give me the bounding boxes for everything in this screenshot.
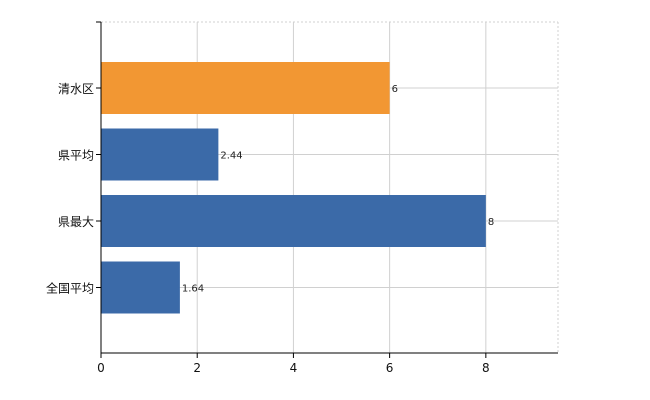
data-label-2: 8	[488, 217, 494, 228]
x-tick-label-6: 6	[386, 361, 394, 375]
category-label-1: 県平均	[58, 149, 94, 163]
bar-0	[101, 62, 390, 114]
bar-2	[101, 195, 486, 247]
category-label-2: 県最大	[58, 215, 94, 229]
bar-1	[101, 128, 219, 181]
x-tick-label-8: 8	[482, 361, 490, 375]
bar-3	[101, 261, 180, 314]
x-tick-label-0: 0	[97, 361, 105, 375]
data-labels: 6 2.44 8 1.64	[182, 84, 494, 295]
x-tick-label-4: 4	[290, 361, 298, 375]
bars	[101, 62, 486, 314]
data-label-3: 1.64	[182, 284, 204, 295]
data-label-0: 6	[392, 84, 398, 95]
data-label-1: 2.44	[220, 151, 242, 162]
category-label-0: 清水区	[58, 82, 94, 96]
category-label-3: 全国平均	[46, 281, 94, 296]
x-tick-label-2: 2	[193, 361, 201, 375]
